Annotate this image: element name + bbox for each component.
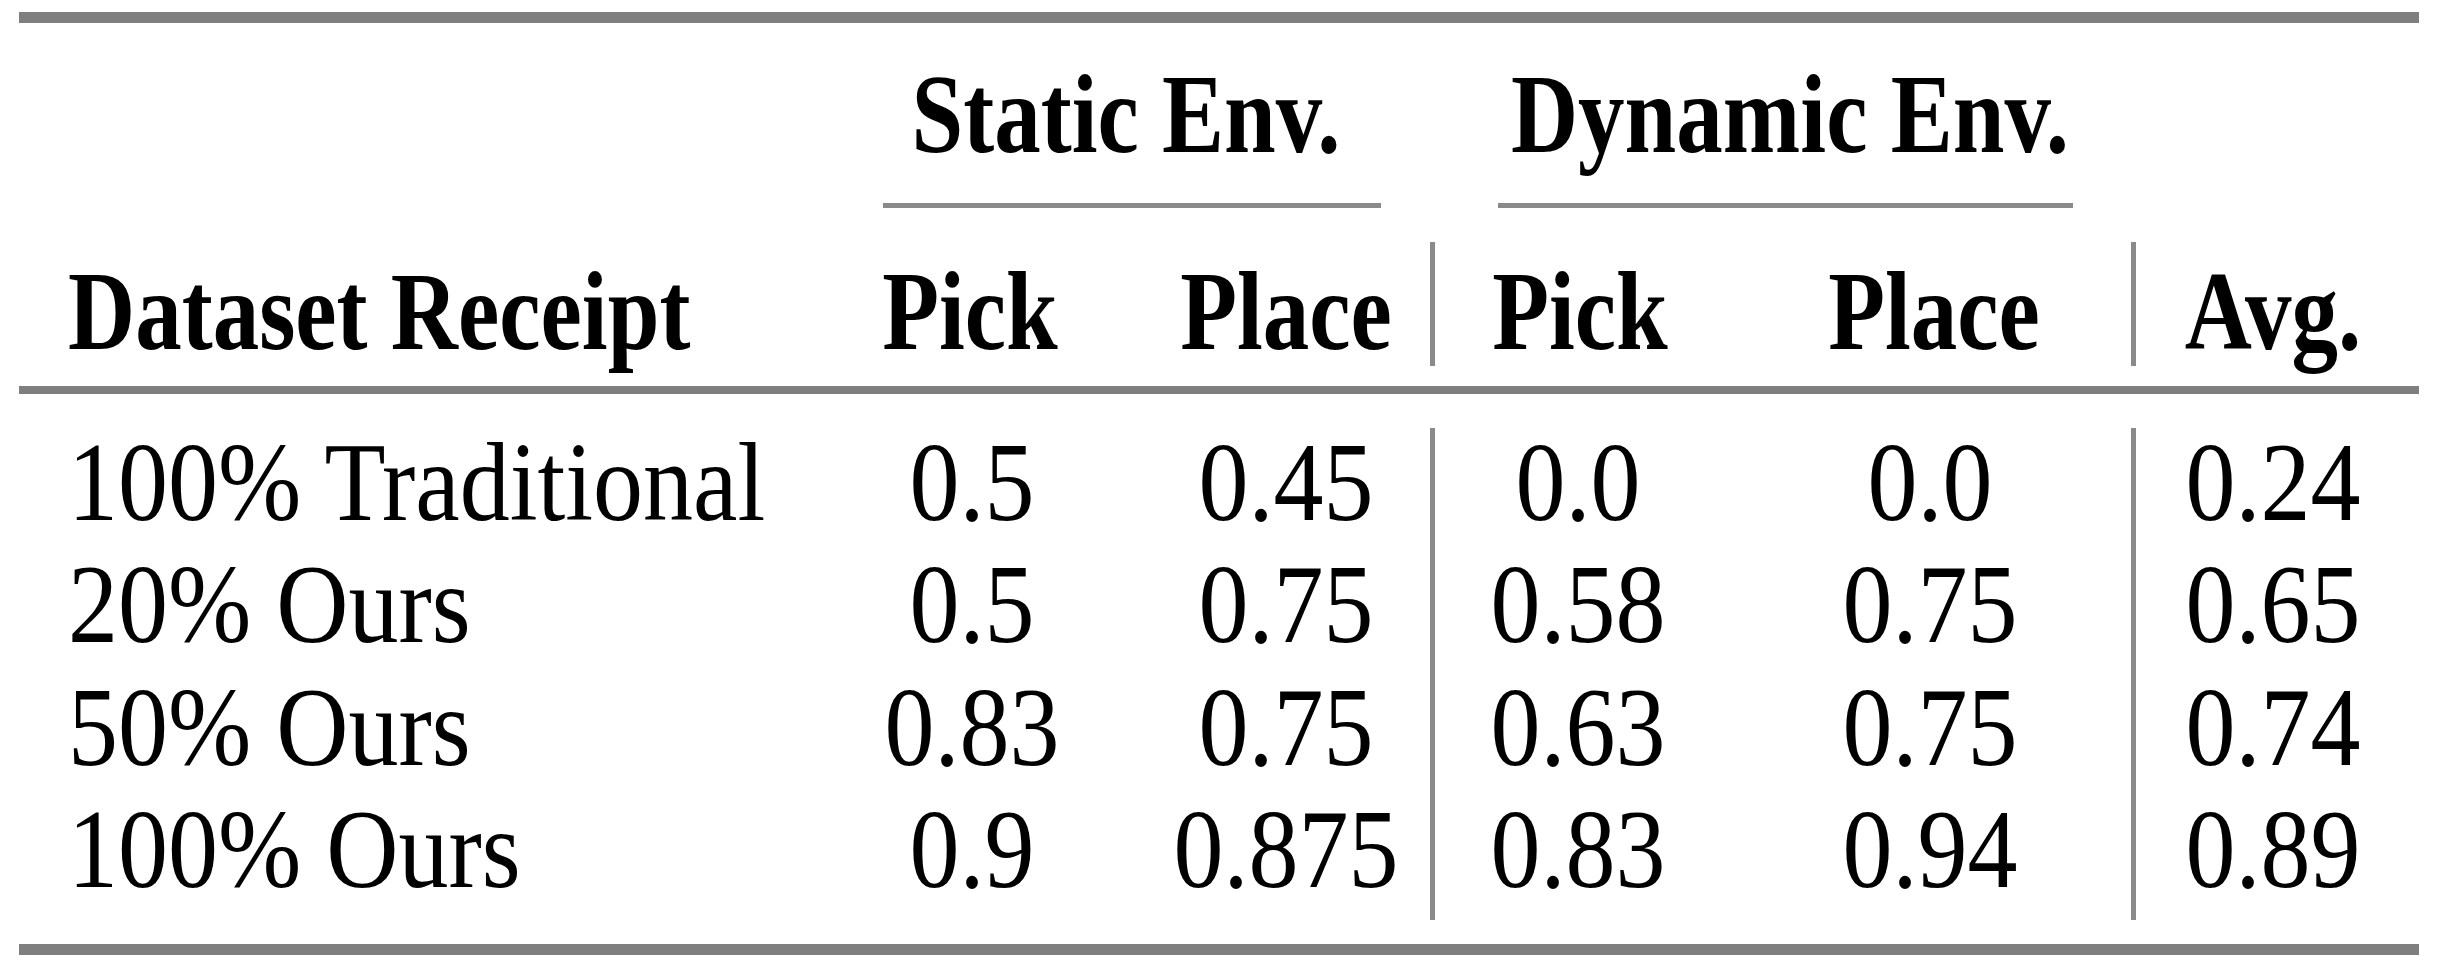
body-separator-static-dynamic	[1430, 428, 1435, 920]
cell-dynamic-place: 0.94	[1843, 794, 2018, 906]
table-bottom-rule	[19, 944, 2419, 955]
group-header-dynamic-env: Dynamic Env.	[1511, 59, 2069, 171]
header-separator-dynamic-avg	[2131, 242, 2136, 366]
cell-avg: 0.24	[2186, 427, 2361, 539]
cell-avg: 0.89	[2186, 794, 2361, 906]
column-header-dataset-receipt: Dataset Receipt	[68, 256, 690, 368]
results-table-figure: Static Env. Dynamic Env. Dataset Receipt…	[0, 0, 2440, 966]
column-header-avg: Avg.	[2185, 256, 2362, 368]
cell-avg: 0.74	[2186, 672, 2361, 784]
cell-static-place: 0.75	[1199, 549, 1374, 661]
column-header-static-pick: Pick	[882, 256, 1058, 368]
cell-dynamic-pick: 0.83	[1491, 794, 1666, 906]
cell-avg: 0.65	[2186, 549, 2361, 661]
cell-static-pick: 0.9	[910, 794, 1035, 906]
column-header-static-place: Place	[1180, 256, 1392, 368]
cell-dynamic-pick: 0.58	[1491, 549, 1666, 661]
header-separator-static-dynamic	[1430, 242, 1435, 366]
cell-static-pick: 0.5	[910, 427, 1035, 539]
cell-dynamic-place: 0.75	[1843, 549, 2018, 661]
dynamic-env-underline	[1498, 203, 2073, 208]
column-header-dynamic-pick: Pick	[1492, 256, 1668, 368]
cell-dynamic-place: 0.75	[1843, 672, 2018, 784]
table-header-rule	[19, 386, 2419, 394]
cell-dynamic-pick: 0.0	[1516, 427, 1641, 539]
cell-static-pick: 0.83	[885, 672, 1060, 784]
static-env-underline	[883, 203, 1381, 208]
group-header-static-env: Static Env.	[912, 59, 1341, 171]
cell-dynamic-pick: 0.63	[1491, 672, 1666, 784]
cell-static-place: 0.75	[1199, 672, 1374, 784]
table-top-rule	[19, 12, 2419, 23]
cell-static-place: 0.45	[1199, 427, 1374, 539]
row-label: 50% Ours	[68, 672, 471, 784]
row-label: 100% Ours	[68, 794, 521, 906]
row-label: 100% Traditional	[68, 427, 765, 539]
column-header-dynamic-place: Place	[1828, 256, 2040, 368]
body-separator-dynamic-avg	[2131, 428, 2136, 920]
row-label: 20% Ours	[68, 549, 471, 661]
cell-static-place: 0.875	[1174, 794, 1399, 906]
cell-dynamic-place: 0.0	[1868, 427, 1993, 539]
cell-static-pick: 0.5	[910, 549, 1035, 661]
